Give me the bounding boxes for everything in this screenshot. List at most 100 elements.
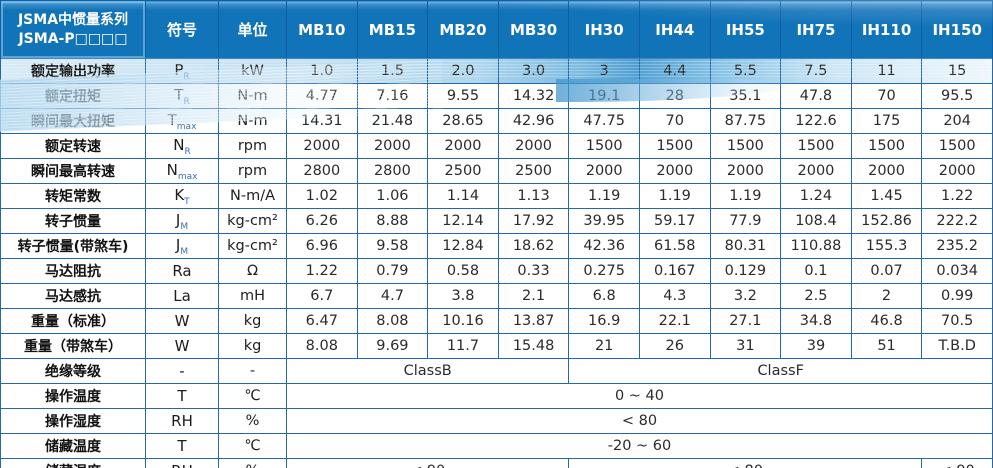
- value-cell: 19.1: [568, 83, 640, 109]
- value-cell: 7.5: [780, 58, 852, 84]
- value-cell: 7.16: [356, 83, 429, 109]
- value-cell: 0.79: [356, 258, 429, 284]
- symbol-subscript: R: [184, 146, 191, 157]
- value-cell: 8.88: [356, 208, 429, 234]
- value-cell: 35.1: [709, 83, 782, 109]
- value-cell: 27.1: [709, 308, 782, 334]
- value-cell: 1500: [850, 133, 923, 159]
- series-title-cell: JSMA中惯量系列 JSMA-P□□□□: [0, 0, 146, 59]
- value-cell: 1.06: [356, 183, 429, 209]
- value-cell: 1.45: [850, 183, 923, 209]
- model-header-mb15: MB15: [356, 0, 429, 59]
- symbol-cell: W: [145, 308, 219, 334]
- value-cell: 8.08: [356, 308, 429, 334]
- value-cell: 1.22: [286, 258, 358, 284]
- value-cell: 2000: [568, 158, 640, 184]
- row-label-cell: 绝缘等级: [0, 358, 146, 384]
- value-cell: 2000: [850, 158, 923, 184]
- value-cell: 6.96: [286, 233, 358, 259]
- spec-row: 转矩常数 KT N-m/A 1.02 1.06 1.14 1.13 1.19 1.19 1.19 1…: [0, 183, 993, 209]
- spec-row: 操作温度 T ℃ 0 ~ 40: [0, 383, 993, 409]
- value-cell: 17.92: [497, 208, 570, 234]
- value-cell: 222.2: [921, 208, 993, 234]
- row-label-cell: 额定转速: [0, 133, 146, 159]
- row-label-cell: 转子惯量: [0, 208, 146, 234]
- symbol-subscript: T: [184, 196, 190, 207]
- value-cell: 4.7: [356, 283, 429, 309]
- model-header-ih30: IH30: [568, 0, 640, 59]
- symbol-cell: JM: [145, 233, 219, 259]
- value-cell: 2800: [356, 158, 429, 184]
- spec-row: 储藏湿度RH%< 90< 80< 90: [0, 458, 993, 468]
- row-label-cell: 操作温度: [0, 383, 146, 409]
- value-cell: 34.8: [780, 308, 852, 334]
- unit-cell: kg: [218, 308, 287, 334]
- value-cell: 2000: [780, 158, 852, 184]
- value-cell: 2000: [921, 158, 993, 184]
- symbol-cell: La: [145, 283, 219, 309]
- value-cell: 110.88: [780, 233, 852, 259]
- row-label-cell: 重量（带煞车）: [0, 333, 146, 359]
- value-cell: 26: [638, 333, 711, 359]
- value-cell: 0.1: [780, 258, 852, 284]
- row-label-cell: 马达感抗: [0, 283, 146, 309]
- symbol-subscript: M: [180, 221, 189, 232]
- symbol-subscript: R: [183, 71, 190, 82]
- unit-column-header: 单位: [218, 0, 287, 59]
- value-cell: 1500: [638, 133, 711, 159]
- value-cell: 1.19: [709, 183, 782, 209]
- value-cell: 28: [638, 83, 711, 109]
- value-cell: 4.77: [286, 83, 358, 109]
- value-cell: 4.3: [638, 283, 711, 309]
- spec-row: 额定扭矩 TR N-m 4.77 7.16 9.55 14.32 19.1 28 35.1 47.8…: [0, 83, 993, 109]
- unit-cell: kW: [218, 58, 287, 84]
- model-header-ih44: IH44: [638, 0, 711, 59]
- value-cell: 0.129: [709, 258, 782, 284]
- symbol-subscript: max: [176, 121, 197, 132]
- spec-row: 绝缘等级 - - ClassB ClassF: [0, 358, 993, 384]
- value-cell: 204: [921, 108, 993, 134]
- spec-row: 马达阻抗 Ra Ω 1.22 0.79 0.58 0.33 0.275 0.167 0.129 0.…: [0, 258, 993, 284]
- value-cell: 9.69: [356, 333, 429, 359]
- value-cell: 2800: [286, 158, 358, 184]
- value-cell: 1500: [921, 133, 993, 159]
- value-cell: 95.5: [921, 83, 993, 109]
- header-row: JSMA中惯量系列 JSMA-P□□□□ 符号 单位 MB10 MB15 MB20 M…: [0, 0, 993, 59]
- model-header-ih150: IH150: [921, 0, 993, 59]
- value-cell: 1.5: [356, 58, 429, 84]
- unit-cell: -: [218, 358, 287, 384]
- row-label-cell: 储藏温度: [0, 433, 146, 459]
- value-cell: 51: [850, 333, 923, 359]
- model-header-mb20: MB20: [427, 0, 499, 59]
- value-cell: 2.1: [497, 283, 570, 309]
- unit-cell: %: [218, 458, 287, 468]
- value-cell: 15: [921, 58, 993, 84]
- symbol-cell: JM: [145, 208, 219, 234]
- value-cell: 4.4: [638, 58, 711, 84]
- symbol-cell: T: [145, 383, 219, 409]
- value-cell: 108.4: [780, 208, 852, 234]
- unit-cell: kg-cm²: [218, 208, 287, 234]
- symbol-cell: NR: [145, 133, 219, 159]
- value-cell: 152.86: [850, 208, 923, 234]
- symbol-subscript: max: [177, 171, 198, 182]
- value-cell: 1.0: [286, 58, 358, 84]
- value-cell: 1.14: [427, 183, 499, 209]
- series-title-line2: JSMA-P□□□□: [18, 30, 128, 47]
- value-cell: 2000: [427, 133, 499, 159]
- value-cell: 21.48: [356, 108, 429, 134]
- unit-cell: mH: [218, 283, 287, 309]
- value-cell: 70: [850, 83, 923, 109]
- value-cell: 9.55: [427, 83, 499, 109]
- value-cell: 1500: [568, 133, 640, 159]
- merged-value-cell: < 80: [568, 458, 923, 468]
- value-cell: 6.26: [286, 208, 358, 234]
- row-label-cell: 瞬间最大扭矩: [0, 108, 146, 134]
- value-cell: 2000: [638, 158, 711, 184]
- merged-value-cell: 0 ~ 40: [286, 383, 993, 409]
- value-cell: 155.3: [850, 233, 923, 259]
- value-cell: 1.19: [568, 183, 640, 209]
- unit-cell: kg-cm²: [218, 233, 287, 259]
